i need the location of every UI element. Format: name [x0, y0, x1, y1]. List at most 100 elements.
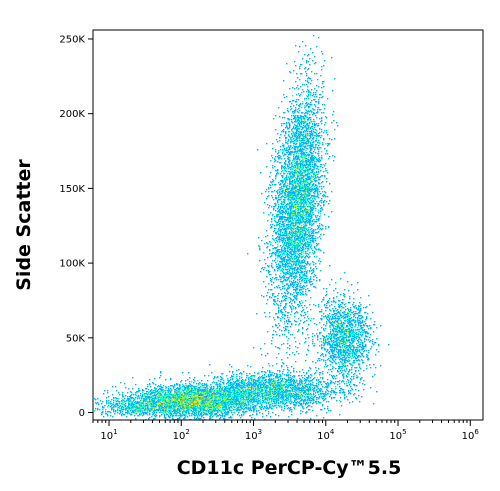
data-point	[233, 395, 235, 397]
data-point	[267, 331, 269, 333]
data-point	[234, 412, 236, 414]
data-point	[294, 295, 296, 297]
data-point	[310, 148, 312, 150]
data-point	[272, 167, 274, 169]
data-point	[292, 182, 294, 184]
data-point	[289, 187, 291, 189]
data-point	[287, 127, 289, 129]
data-point	[299, 239, 301, 241]
data-point	[301, 187, 303, 189]
data-point	[166, 404, 168, 406]
data-point	[292, 199, 294, 201]
data-point	[274, 216, 276, 218]
data-point	[295, 169, 297, 171]
data-point	[272, 215, 274, 217]
data-point	[284, 154, 286, 156]
data-point	[299, 323, 301, 325]
data-point	[295, 200, 297, 202]
data-point	[295, 120, 297, 122]
data-point	[293, 257, 295, 259]
data-point	[267, 299, 269, 301]
data-point	[268, 187, 270, 189]
data-point	[296, 198, 298, 200]
data-point	[321, 164, 323, 166]
data-point	[224, 418, 226, 420]
data-point	[309, 58, 311, 60]
data-point	[307, 113, 309, 115]
data-point	[148, 407, 150, 409]
data-point	[291, 253, 293, 255]
data-point	[302, 136, 304, 138]
data-point	[287, 158, 289, 160]
data-point	[182, 399, 184, 401]
data-point	[282, 259, 284, 261]
data-point	[287, 108, 289, 110]
data-point	[199, 388, 201, 390]
data-point	[238, 396, 240, 398]
data-point	[305, 145, 307, 147]
data-point	[306, 215, 308, 217]
data-point	[324, 124, 326, 126]
data-point	[282, 281, 284, 283]
data-point	[236, 395, 238, 397]
data-point	[277, 215, 279, 217]
data-point	[289, 158, 291, 160]
data-point	[301, 171, 303, 173]
data-point	[205, 412, 207, 414]
data-point	[294, 237, 296, 239]
data-point	[311, 158, 313, 160]
data-point	[285, 140, 287, 142]
data-point	[186, 396, 188, 398]
data-point	[297, 147, 299, 149]
data-point	[282, 180, 284, 182]
data-point	[298, 230, 300, 232]
data-point	[313, 262, 315, 264]
data-point	[176, 413, 178, 415]
data-point	[281, 217, 283, 219]
data-point	[289, 149, 291, 151]
data-point	[191, 414, 193, 416]
data-point	[272, 277, 274, 279]
data-point	[171, 393, 173, 395]
data-point	[197, 398, 199, 400]
data-point	[292, 131, 294, 133]
data-point	[296, 141, 298, 143]
data-point	[292, 272, 294, 274]
data-point	[304, 207, 306, 209]
data-point	[295, 65, 297, 67]
data-point	[198, 399, 200, 401]
data-point	[285, 232, 287, 234]
data-point	[320, 94, 322, 96]
data-point	[302, 157, 304, 159]
data-point	[289, 153, 291, 155]
data-point	[287, 204, 289, 206]
data-point	[293, 306, 295, 308]
data-point	[228, 394, 230, 396]
data-point	[301, 73, 303, 75]
data-point	[279, 269, 281, 271]
data-point	[222, 392, 224, 394]
data-point	[297, 223, 299, 225]
data-point	[287, 237, 289, 239]
data-point	[301, 222, 303, 224]
data-point	[306, 91, 308, 93]
data-point	[296, 143, 298, 145]
data-point	[239, 393, 241, 395]
data-point	[304, 142, 306, 144]
data-point	[296, 248, 298, 250]
data-point	[294, 159, 296, 161]
data-point	[314, 99, 316, 101]
data-point	[293, 223, 295, 225]
data-point	[305, 198, 307, 200]
data-point	[277, 298, 279, 300]
data-point	[312, 204, 314, 206]
data-point	[313, 230, 315, 232]
data-point	[277, 250, 279, 252]
data-point	[314, 247, 316, 249]
data-point	[290, 220, 292, 222]
data-point	[247, 253, 249, 255]
data-point	[275, 178, 277, 180]
data-point	[312, 196, 314, 198]
data-point	[292, 266, 294, 268]
data-point	[278, 264, 280, 266]
